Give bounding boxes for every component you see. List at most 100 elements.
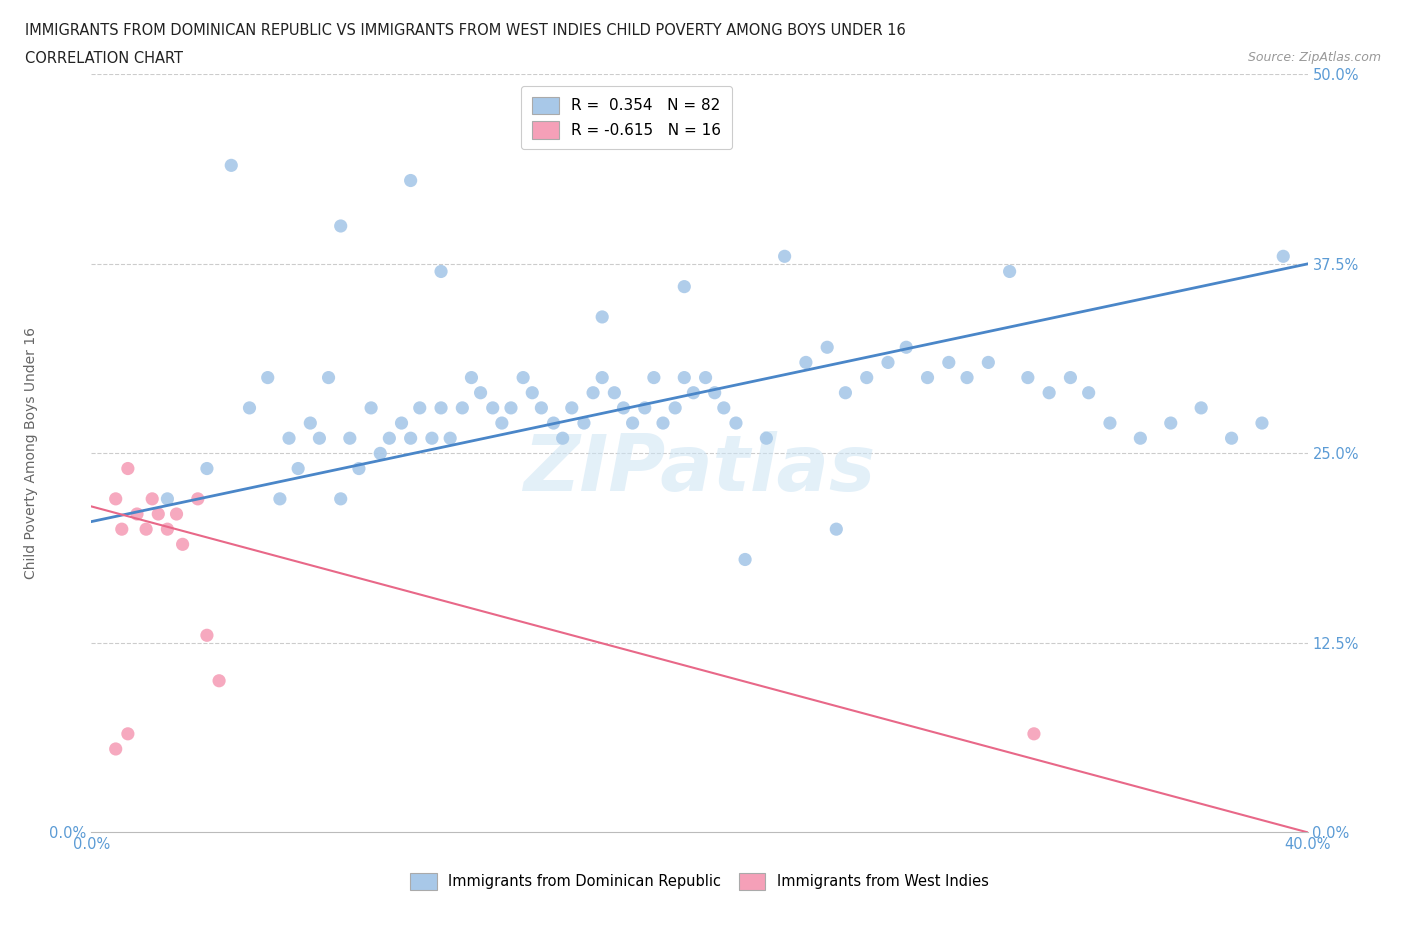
Point [512, 370, 534, 385]
Point [652, 416, 675, 431]
Point [703, 385, 725, 400]
Point [166, 507, 188, 522]
Point [582, 385, 605, 400]
Point [1189, 401, 1212, 416]
Point [591, 370, 613, 385]
Point [734, 552, 756, 567]
Point [1160, 416, 1182, 431]
Point [1098, 416, 1121, 431]
Point [460, 370, 482, 385]
Point [470, 385, 492, 400]
Point [141, 491, 163, 506]
Point [603, 385, 626, 400]
Point [724, 416, 747, 431]
Point [682, 385, 704, 400]
Point [591, 310, 613, 325]
Point [673, 279, 696, 294]
Point [1038, 385, 1060, 400]
Point [329, 219, 352, 233]
Point [855, 370, 877, 385]
Point [187, 491, 209, 506]
Point [391, 416, 413, 431]
Point [195, 461, 218, 476]
Point [278, 431, 301, 445]
Point [420, 431, 443, 445]
Point [621, 416, 644, 431]
Point [430, 264, 453, 279]
Point [551, 431, 574, 445]
Point [634, 401, 657, 416]
Point [208, 673, 231, 688]
Legend: Immigrants from Dominican Republic, Immigrants from West Indies: Immigrants from Dominican Republic, Immi… [404, 866, 995, 897]
Text: ZIPatlas: ZIPatlas [523, 431, 876, 507]
Point [664, 401, 686, 416]
Point [156, 491, 179, 506]
Point [938, 355, 960, 370]
Point [125, 507, 148, 522]
Point [1220, 431, 1243, 445]
Point [572, 416, 595, 431]
Point [1022, 726, 1045, 741]
Point [111, 522, 134, 537]
Point [755, 431, 778, 445]
Point [195, 628, 218, 643]
Point [104, 491, 127, 506]
Point [998, 264, 1021, 279]
Point [713, 401, 735, 416]
Point [399, 173, 422, 188]
Point [522, 385, 544, 400]
Point [956, 370, 979, 385]
Point [104, 741, 127, 756]
Point [695, 370, 717, 385]
Point [834, 385, 856, 400]
Point [825, 522, 848, 537]
Point [643, 370, 665, 385]
Point [612, 401, 634, 416]
Point [219, 158, 242, 173]
Point [794, 355, 817, 370]
Point [360, 401, 382, 416]
Y-axis label: Child Poverty Among Boys Under 16: Child Poverty Among Boys Under 16 [24, 327, 38, 579]
Point [339, 431, 361, 445]
Point [256, 370, 278, 385]
Point [287, 461, 309, 476]
Point [117, 461, 139, 476]
Point [148, 507, 170, 522]
Point [1129, 431, 1152, 445]
Point [561, 401, 583, 416]
Point [299, 416, 322, 431]
Point [1059, 370, 1081, 385]
Point [773, 249, 796, 264]
Point [378, 431, 401, 445]
Point [399, 431, 422, 445]
Point [491, 416, 513, 431]
Point [409, 401, 432, 416]
Text: CORRELATION CHART: CORRELATION CHART [25, 51, 183, 66]
Point [1077, 385, 1099, 400]
Point [1251, 416, 1274, 431]
Point [543, 416, 565, 431]
Text: IMMIGRANTS FROM DOMINICAN REPUBLIC VS IMMIGRANTS FROM WEST INDIES CHILD POVERTY : IMMIGRANTS FROM DOMINICAN REPUBLIC VS IM… [25, 23, 905, 38]
Point [917, 370, 939, 385]
Text: Source: ZipAtlas.com: Source: ZipAtlas.com [1247, 51, 1381, 64]
Point [329, 491, 352, 506]
Point [896, 339, 918, 354]
Point [430, 401, 453, 416]
Point [439, 431, 461, 445]
Point [673, 370, 696, 385]
Point [318, 370, 340, 385]
Point [530, 401, 553, 416]
Point [499, 401, 522, 416]
Point [238, 401, 260, 416]
Point [347, 461, 370, 476]
Point [269, 491, 291, 506]
Point [156, 522, 179, 537]
Point [481, 401, 503, 416]
Point [172, 537, 194, 551]
Point [135, 522, 157, 537]
Point [977, 355, 1000, 370]
Point [815, 339, 838, 354]
Point [1272, 249, 1295, 264]
Point [368, 446, 391, 461]
Point [117, 726, 139, 741]
